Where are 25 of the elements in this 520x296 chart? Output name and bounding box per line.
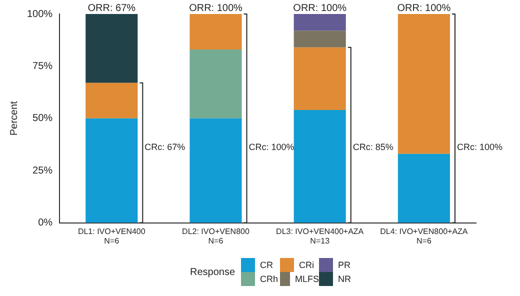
annotation: CRc: 100% bbox=[248, 142, 294, 152]
legend-label: CRh bbox=[260, 274, 278, 284]
y-tick-label: 25% bbox=[32, 165, 53, 176]
annotation: CRc: 100% bbox=[456, 142, 503, 152]
x-tick-label: DL1: IVO+VEN400 N=6 bbox=[78, 226, 146, 246]
annotation: ORR: 100% bbox=[397, 2, 451, 14]
annotation: ORR: 100% bbox=[293, 2, 347, 14]
y-axis-title: Percent bbox=[8, 100, 20, 136]
annotation: ORR: 100% bbox=[189, 2, 243, 14]
x-tick-label: DL3: IVO+VEN400+AZA N=13 bbox=[276, 226, 364, 246]
y-tick-label: 0% bbox=[38, 218, 53, 229]
legend-label: CRi bbox=[299, 260, 314, 270]
legend-label: MLFS bbox=[295, 274, 320, 284]
y-tick-label: 100% bbox=[27, 8, 53, 20]
annotation: CRc: 67% bbox=[144, 142, 186, 152]
legend-label: NR bbox=[338, 274, 352, 284]
x-tick-label: DL2: IVO+VEN800 N=6 bbox=[182, 226, 250, 246]
legend-label: CR bbox=[260, 260, 274, 270]
annotation: CRc: 85% bbox=[352, 142, 394, 152]
y-tick-label: 75% bbox=[32, 60, 53, 72]
legend-title: Response bbox=[190, 266, 236, 278]
y-tick-label: 50% bbox=[32, 113, 53, 124]
annotation: ORR: 67% bbox=[88, 2, 136, 14]
x-tick-label: DL4: IVO+VEN800+AZA N=6 bbox=[380, 226, 468, 246]
legend-label: PR bbox=[338, 260, 351, 270]
